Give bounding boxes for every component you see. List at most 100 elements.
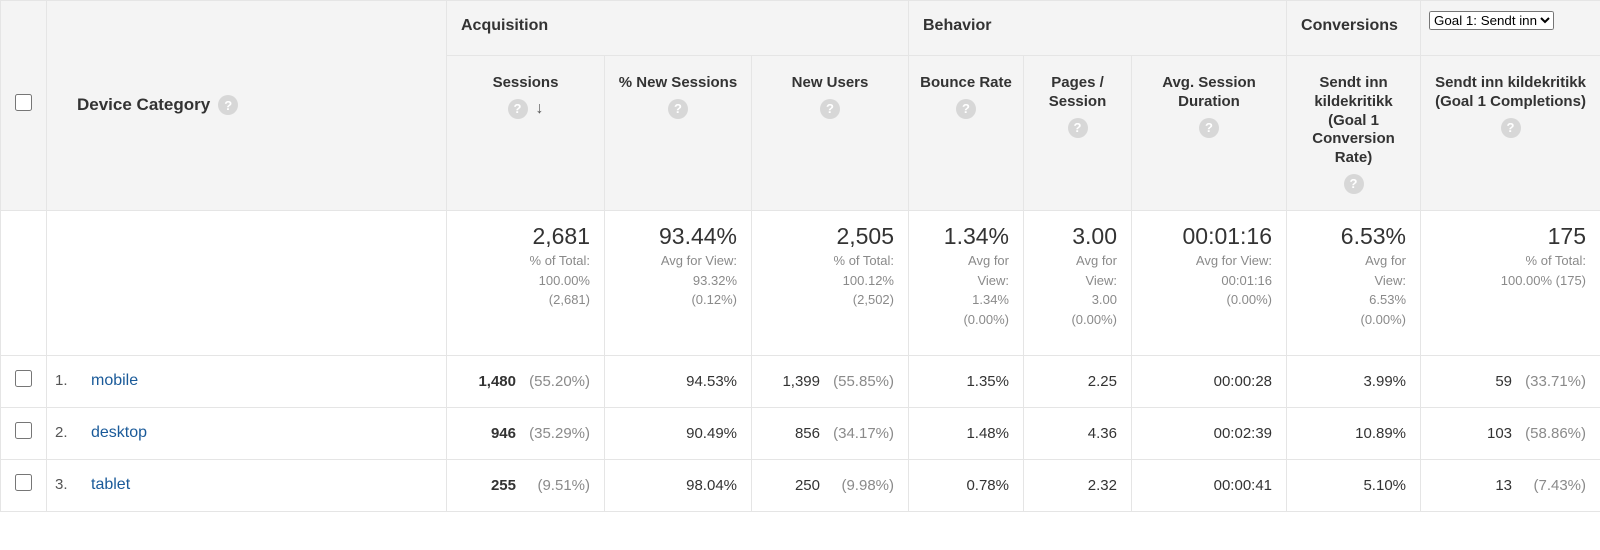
summary-sub: % of Total: [461,252,590,270]
value-pct: (33.71%) [1512,373,1586,390]
summary-sub: (0.00%) [923,311,1009,329]
dimension-cell: 3.tablet [47,459,447,511]
value: 59 [1495,373,1512,390]
row-checkbox-cell [1,407,47,459]
summary-sub: Avg for View: [619,252,737,270]
summary-sub: % of Total: [766,252,894,270]
dimension-header[interactable]: Device Category ? [47,1,447,211]
value: 4.36 [1088,425,1117,442]
value: 94.53% [686,373,737,390]
goal-selector[interactable]: Goal 1: Sendt inn [1429,11,1554,30]
summary-sub: 1.34% [923,291,1009,309]
metric-title: Bounce Rate [919,74,1013,93]
value: 00:00:28 [1214,373,1272,390]
table-row[interactable]: 3.tablet255(9.51%)98.04%250(9.98%)0.78%2… [1,459,1600,511]
summary-sub: Avg for [1301,252,1406,270]
summary-sub: (0.00%) [1146,291,1272,309]
value: 13 [1495,477,1512,494]
value-pct: (34.17%) [820,425,894,442]
col-new-users[interactable]: New Users ? [752,56,909,211]
summary-sub: 3.00 [1038,291,1117,309]
metric-title: New Users [762,74,898,93]
goal-selector-cell: Goal 1: Sendt inn [1421,1,1600,56]
select-all-checkbox[interactable] [15,94,32,111]
help-icon[interactable]: ? [820,99,840,119]
row-index: 2. [55,424,77,441]
help-icon[interactable]: ? [1199,118,1219,138]
value-pct: (9.98%) [820,477,894,494]
help-icon[interactable]: ? [1501,118,1521,138]
cell-goal-comp: 13(7.43%) [1421,459,1600,511]
value: 255 [491,477,516,494]
col-bounce-rate[interactable]: Bounce Rate ? [909,56,1024,211]
metric-title: Sendt inn kildekritikk (Goal 1 Conversio… [1297,74,1410,168]
summary-sub: (2,502) [766,291,894,309]
summary-sub: (0.00%) [1301,311,1406,329]
summary-main: 2,681 [461,223,590,251]
col-sessions[interactable]: Sessions ? ↓ [447,56,605,211]
cell-new-users: 1,399(55.85%) [752,355,909,407]
row-name[interactable]: desktop [91,424,147,442]
value-pct: (58.86%) [1512,425,1586,442]
help-icon[interactable]: ? [218,95,238,115]
summary-bounce: 1.34% Avg for View: 1.34% (0.00%) [909,210,1024,355]
help-icon[interactable]: ? [1068,118,1088,138]
summary-pages: 3.00 Avg for View: 3.00 (0.00%) [1024,210,1132,355]
summary-main: 6.53% [1301,223,1406,251]
metric-title: Pages / Session [1034,74,1121,112]
row-name[interactable]: tablet [91,476,130,494]
value: 1.48% [966,425,1009,442]
value: 2.25 [1088,373,1117,390]
summary-main: 2,505 [766,223,894,251]
cell-new-users: 250(9.98%) [752,459,909,511]
summary-sessions: 2,681 % of Total: 100.00% (2,681) [447,210,605,355]
value-pct: (55.20%) [516,373,590,390]
summary-sub: 6.53% [1301,291,1406,309]
row-index: 1. [55,372,77,389]
row-checkbox-cell [1,355,47,407]
col-goal-completions[interactable]: Sendt inn kildekritikk (Goal 1 Completio… [1421,56,1600,211]
dimension-label: Device Category [77,95,210,115]
row-checkbox[interactable] [15,422,32,439]
value: 2.32 [1088,477,1117,494]
col-avg-duration[interactable]: Avg. Session Duration ? [1132,56,1287,211]
col-goal-rate[interactable]: Sendt inn kildekritikk (Goal 1 Conversio… [1287,56,1421,211]
summary-sub: 100.00% (175) [1435,272,1586,290]
group-conversions: Conversions [1287,1,1421,56]
summary-sub: Avg for [1038,252,1117,270]
summary-goal-rate: 6.53% Avg for View: 6.53% (0.00%) [1287,210,1421,355]
value-pct: (7.43%) [1512,477,1586,494]
col-pct-new-sessions[interactable]: % New Sessions ? [605,56,752,211]
value-pct: (35.29%) [516,425,590,442]
row-checkbox[interactable] [15,370,32,387]
cell-pages: 2.32 [1024,459,1132,511]
analytics-table: Device Category ? Acquisition Behavior C… [0,0,1600,512]
summary-sub: (0.00%) [1038,311,1117,329]
summary-sub: 93.32% [619,272,737,290]
summary-main: 175 [1435,223,1586,251]
table-row[interactable]: 2.desktop946(35.29%)90.49%856(34.17%)1.4… [1,407,1600,459]
value: 00:00:41 [1214,477,1272,494]
help-icon[interactable]: ? [956,99,976,119]
summary-sub: 100.12% [766,272,894,290]
cell-goal-rate: 10.89% [1287,407,1421,459]
metric-title: Sendt inn kildekritikk (Goal 1 Completio… [1431,74,1590,112]
row-name[interactable]: mobile [91,372,138,390]
value: 1.35% [966,373,1009,390]
table-row[interactable]: 1.mobile1,480(55.20%)94.53%1,399(55.85%)… [1,355,1600,407]
cell-pct-new: 90.49% [605,407,752,459]
summary-sub: % of Total: [1435,252,1586,270]
group-acquisition: Acquisition [447,1,909,56]
help-icon[interactable]: ? [508,99,528,119]
col-pages-session[interactable]: Pages / Session ? [1024,56,1132,211]
summary-sub: Avg for View: [1146,252,1272,270]
cell-duration: 00:02:39 [1132,407,1287,459]
help-icon[interactable]: ? [1344,174,1364,194]
help-icon[interactable]: ? [668,99,688,119]
cell-pages: 2.25 [1024,355,1132,407]
summary-goal-comp: 175 % of Total: 100.00% (175) [1421,210,1600,355]
row-checkbox[interactable] [15,474,32,491]
cell-new-users: 856(34.17%) [752,407,909,459]
cell-goal-rate: 5.10% [1287,459,1421,511]
summary-main: 00:01:16 [1146,223,1272,251]
